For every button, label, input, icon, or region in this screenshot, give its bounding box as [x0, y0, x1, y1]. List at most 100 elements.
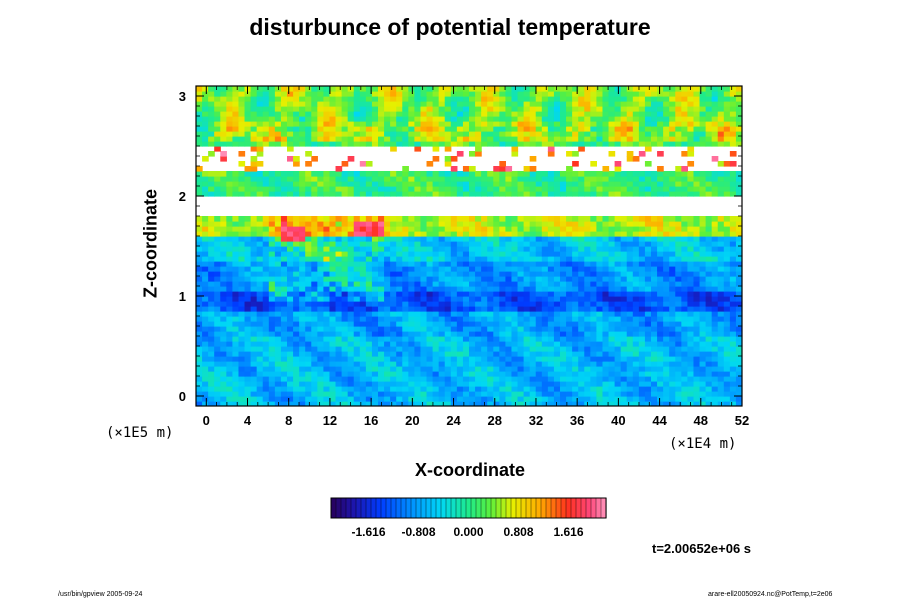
heatmap-cell — [584, 386, 591, 392]
heatmap-cell — [462, 321, 470, 327]
heatmap-cell — [202, 246, 209, 252]
heatmap-cell — [541, 381, 549, 387]
heatmap-cell — [202, 346, 209, 352]
heatmap-cell — [444, 111, 452, 117]
heatmap-cell — [402, 341, 409, 347]
heatmap-cell — [529, 286, 537, 292]
heatmap-cell — [323, 171, 331, 177]
heatmap-cell — [420, 311, 428, 317]
heatmap-cell — [547, 371, 555, 377]
heatmap-cell — [371, 236, 379, 242]
heatmap-cell — [438, 286, 446, 292]
heatmap-cell — [250, 236, 258, 242]
heatmap-cell — [687, 186, 695, 192]
heatmap-cell — [450, 331, 458, 337]
heatmap-cell — [657, 296, 664, 302]
heatmap-cell — [481, 281, 488, 287]
heatmap-cell — [657, 386, 664, 392]
heatmap-cell — [232, 251, 240, 257]
heatmap-cell — [699, 136, 707, 142]
heatmap-cell — [614, 111, 622, 117]
heatmap-cell — [723, 341, 731, 347]
heatmap-cell — [293, 316, 300, 322]
heatmap-cell — [723, 221, 731, 227]
heatmap-cell — [456, 181, 464, 187]
heatmap-cell — [456, 281, 464, 287]
heatmap-cell — [444, 296, 452, 302]
heatmap-cell — [560, 386, 567, 392]
heatmap-cell — [402, 246, 409, 252]
heatmap-cell — [202, 261, 209, 267]
heatmap-cell — [226, 331, 233, 337]
heatmap-cell — [717, 186, 725, 192]
heatmap-cell — [499, 226, 506, 232]
heatmap-cell — [681, 186, 688, 192]
heatmap-cell — [365, 121, 373, 127]
heatmap-cell — [584, 221, 591, 227]
heatmap-cell — [578, 291, 585, 297]
heatmap-cell — [293, 276, 300, 282]
heatmap-cell — [280, 116, 288, 122]
heatmap-cell — [469, 126, 476, 132]
heatmap-cell — [299, 376, 306, 382]
heatmap-cell — [651, 311, 658, 317]
heatmap-cell — [493, 376, 500, 382]
heatmap-cell — [669, 356, 676, 362]
heatmap-cell — [602, 216, 610, 222]
heatmap-cell — [420, 366, 428, 372]
heatmap-cell — [535, 101, 543, 107]
heatmap-cell — [238, 386, 246, 392]
heatmap-cell — [287, 346, 294, 352]
heatmap-cell — [371, 186, 379, 192]
heatmap-cell — [663, 296, 670, 302]
heatmap-cell — [717, 356, 725, 362]
heatmap-cell — [305, 381, 312, 387]
heatmap-cell — [323, 301, 331, 307]
heatmap-cell — [238, 151, 246, 157]
heatmap-cell — [353, 271, 361, 277]
heatmap-cell — [523, 401, 531, 406]
heatmap-cell — [238, 241, 246, 247]
heatmap-cell — [669, 266, 676, 272]
heatmap-cell — [359, 336, 367, 342]
heatmap-cell — [723, 366, 731, 372]
heatmap-cell — [220, 311, 227, 317]
heatmap-cell — [250, 246, 258, 252]
heatmap-cell — [626, 391, 634, 397]
heatmap-cell — [644, 106, 652, 112]
heatmap-cell — [323, 106, 331, 112]
heatmap-cell — [238, 121, 246, 127]
heatmap-cell — [378, 376, 385, 382]
heatmap-cell — [505, 366, 513, 372]
heatmap-cell — [584, 231, 591, 237]
heatmap-cell — [572, 141, 579, 147]
heatmap-cell — [693, 91, 701, 97]
heatmap-cell — [390, 116, 397, 122]
heatmap-cell — [705, 176, 713, 182]
heatmap-cell — [365, 396, 373, 402]
heatmap-cell — [420, 391, 428, 397]
heatmap-cell — [220, 321, 227, 327]
heatmap-cell — [475, 326, 482, 332]
heatmap-cell — [651, 286, 658, 292]
heatmap-cell — [572, 381, 579, 387]
heatmap-cell — [475, 341, 482, 347]
heatmap-cell — [505, 346, 513, 352]
heatmap-cell — [414, 396, 422, 402]
heatmap-cell — [378, 181, 385, 187]
heatmap-cell — [274, 306, 282, 312]
heatmap-cell — [202, 306, 209, 312]
heatmap-cell — [384, 236, 391, 242]
heatmap-cell — [384, 266, 391, 272]
heatmap-cell — [675, 261, 682, 267]
heatmap-cell — [426, 86, 434, 92]
heatmap-cell — [256, 326, 264, 332]
heatmap-cell — [499, 336, 506, 342]
heatmap-cell — [663, 331, 670, 337]
heatmap-cell — [450, 341, 458, 347]
heatmap-cell — [329, 381, 337, 387]
heatmap-cell — [208, 371, 215, 377]
heatmap-cell — [493, 316, 500, 322]
heatmap-cell — [675, 176, 682, 182]
heatmap-cell — [378, 121, 385, 127]
